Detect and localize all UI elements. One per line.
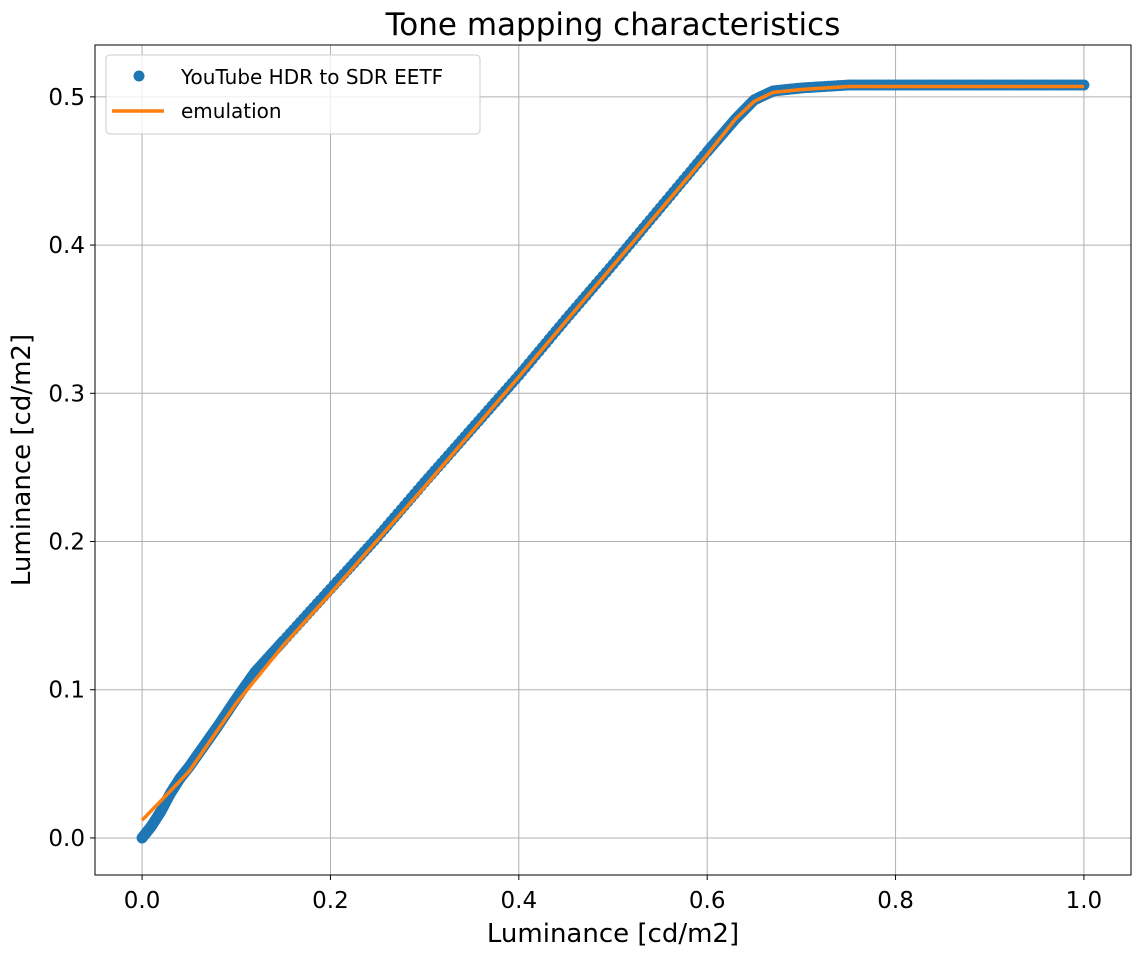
x-tick-label: 0.8 (877, 888, 914, 914)
y-tick-label: 0.0 (48, 826, 85, 852)
grid (95, 45, 1131, 875)
x-tick-label: 1.0 (1066, 888, 1103, 914)
x-tick-label: 0.0 (124, 888, 161, 914)
plot-frame (94, 44, 1132, 876)
plot-data (136, 79, 1090, 844)
legend-frame (105, 54, 481, 135)
legend: YouTube HDR to SDR EETF emulation (105, 54, 481, 135)
y-axis-label: Luminance [cd/m2] (7, 334, 37, 586)
legend-label-emulation: emulation (181, 99, 282, 123)
y-tick-label: 0.1 (48, 678, 85, 704)
chart-title: Tone mapping characteristics (385, 7, 841, 43)
x-tick-label: 0.2 (312, 888, 349, 914)
x-axis-label: Luminance [cd/m2] (487, 919, 739, 949)
x-tick-label: 0.4 (501, 888, 538, 914)
y-tick-label: 0.4 (48, 233, 85, 259)
legend-marker-scatter (133, 70, 145, 82)
y-tick-label: 0.2 (48, 530, 85, 556)
y-tick-label: 0.3 (48, 381, 85, 407)
ticks: 0.0 0.2 0.4 0.6 0.8 1.0 0.0 0.1 0.2 0.3 0.4 0.5 (48, 85, 1102, 914)
legend-label-youtube: YouTube HDR to SDR EETF (180, 65, 443, 89)
emulation-line (140, 84, 1084, 822)
x-tick-label: 0.6 (689, 888, 726, 914)
y-tick-label: 0.5 (48, 85, 85, 111)
